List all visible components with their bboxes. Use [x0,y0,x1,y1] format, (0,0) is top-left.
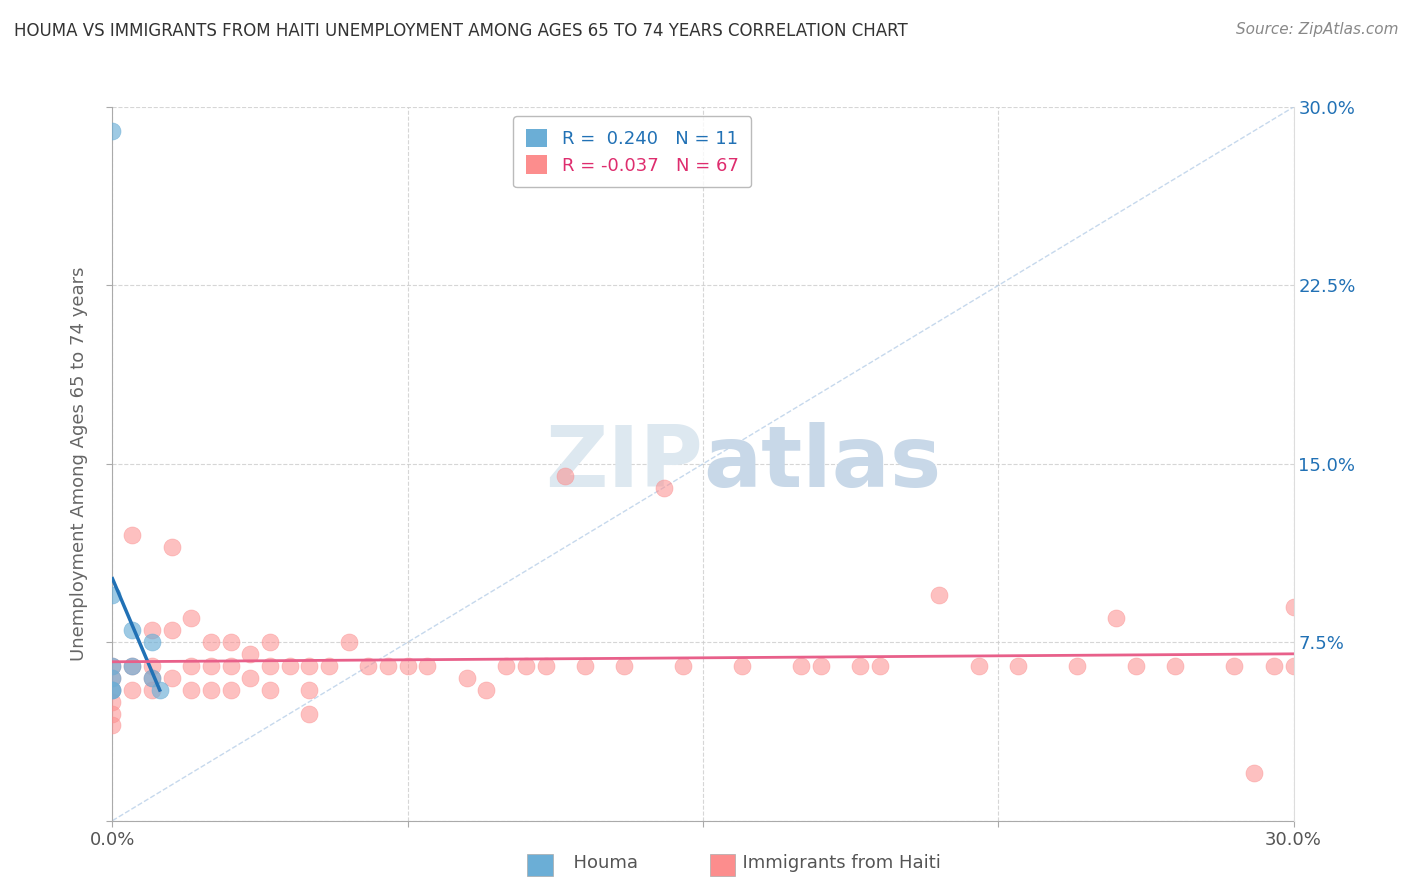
Point [219,682,242,697]
Point [259,659,281,673]
Text: Source: ZipAtlas.com: Source: ZipAtlas.com [1236,22,1399,37]
Point [180,659,202,673]
Point [180,611,202,625]
Point [1164,659,1187,673]
Point [101,682,124,697]
Point [298,659,321,673]
Point [101,659,124,673]
Point [1223,659,1246,673]
Point [810,659,832,673]
Point [101,695,124,709]
Point [337,635,360,649]
Point [869,659,891,673]
Point [554,468,576,483]
Point [574,659,596,673]
Point [1066,659,1088,673]
Point [298,682,321,697]
Point [121,659,143,673]
Point [121,659,143,673]
Point [278,659,301,673]
Point [101,124,124,138]
Point [141,671,163,685]
Point [1007,659,1029,673]
Text: atlas: atlas [703,422,941,506]
Point [1125,659,1147,673]
Point [456,671,478,685]
Point [101,706,124,721]
Legend: R =  0.240   N = 11, R = -0.037   N = 67: R = 0.240 N = 11, R = -0.037 N = 67 [513,116,751,187]
Point [200,635,222,649]
Point [357,659,380,673]
Point [101,682,124,697]
Point [141,635,163,649]
Text: Houma: Houma [562,855,638,872]
Point [141,682,163,697]
Point [318,659,340,673]
Point [928,588,950,602]
Text: ZIP: ZIP [546,422,703,506]
Point [1282,659,1305,673]
Point [259,682,281,697]
Point [219,659,242,673]
Text: HOUMA VS IMMIGRANTS FROM HAITI UNEMPLOYMENT AMONG AGES 65 TO 74 YEARS CORRELATIO: HOUMA VS IMMIGRANTS FROM HAITI UNEMPLOYM… [14,22,908,40]
Point [101,659,124,673]
Point [101,588,124,602]
Point [141,671,163,685]
Point [239,671,262,685]
Point [475,682,498,697]
Point [160,624,183,638]
Point [101,671,124,685]
Point [1263,659,1285,673]
Point [849,659,872,673]
Point [149,682,172,697]
Point [396,659,419,673]
Point [200,659,222,673]
Point [160,540,183,554]
Point [790,659,813,673]
Point [141,659,163,673]
Point [200,682,222,697]
Point [160,671,183,685]
Point [416,659,439,673]
Point [652,481,675,495]
Point [1105,611,1128,625]
Point [731,659,754,673]
Point [672,659,695,673]
Point [1282,599,1305,614]
Y-axis label: Unemployment Among Ages 65 to 74 years: Unemployment Among Ages 65 to 74 years [70,267,89,661]
Point [495,659,517,673]
Point [141,624,163,638]
Point [298,706,321,721]
Point [534,659,557,673]
Point [1243,766,1265,780]
Point [259,635,281,649]
Point [613,659,636,673]
Point [219,635,242,649]
Point [239,647,262,661]
Text: Immigrants from Haiti: Immigrants from Haiti [731,855,941,872]
Point [101,671,124,685]
Point [121,624,143,638]
Point [377,659,399,673]
Point [121,682,143,697]
Point [101,682,124,697]
Point [515,659,537,673]
Point [101,718,124,732]
Point [967,659,990,673]
Point [121,528,143,542]
Point [180,682,202,697]
